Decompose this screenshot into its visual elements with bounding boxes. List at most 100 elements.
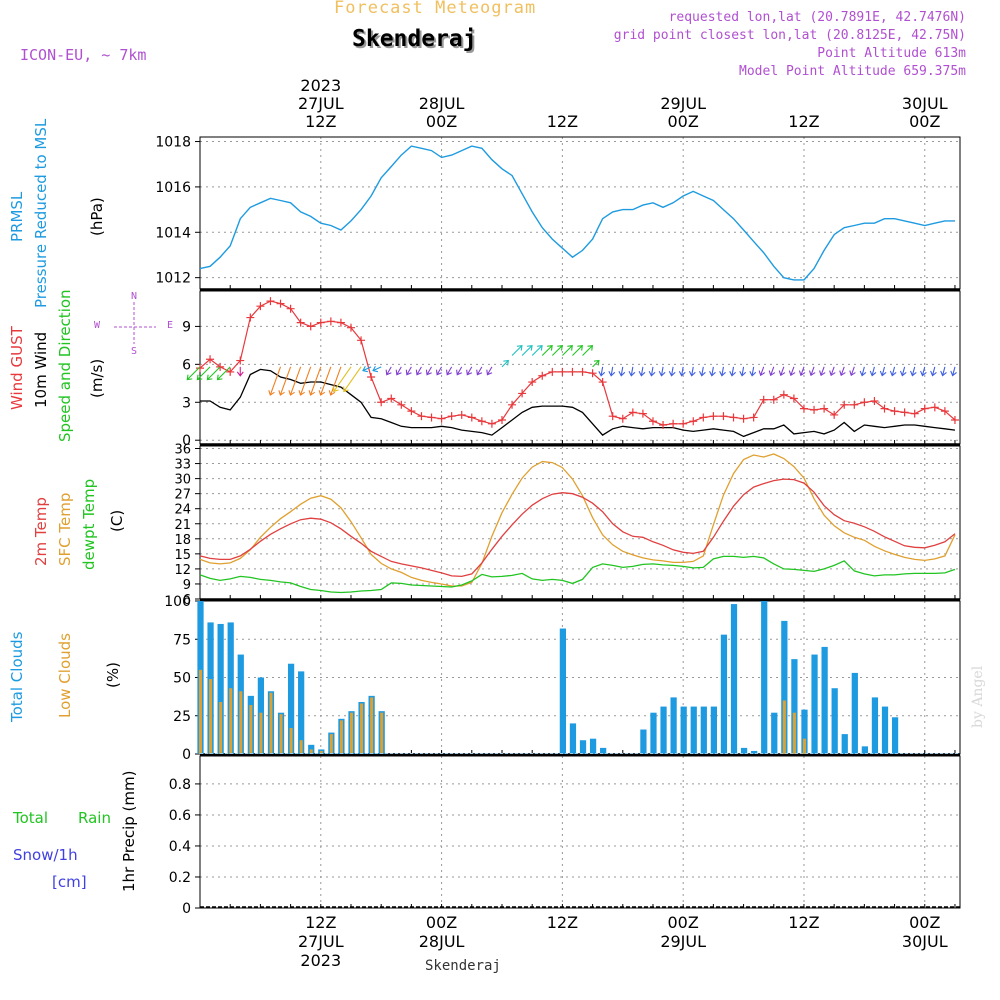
gust-point	[508, 400, 517, 409]
wind-direction-arrow	[638, 366, 646, 377]
wind-direction-arrow	[278, 366, 292, 396]
top-time-hour: 00Z	[426, 112, 457, 131]
low-cloud-bar	[339, 720, 343, 754]
wind-direction-arrow	[849, 366, 856, 377]
top-time-date: 29JUL	[660, 94, 706, 113]
low-cloud-bar	[370, 697, 374, 754]
total-cloud-bar	[841, 734, 848, 754]
y-tick-label: 12	[174, 563, 191, 578]
bottom-time-hour: 00Z	[909, 913, 940, 932]
top-time-date: 27JUL	[298, 94, 344, 113]
wind-direction-arrow	[196, 366, 211, 381]
gust-point	[749, 413, 758, 422]
panel-frame	[199, 755, 961, 909]
y-tick-label: 30	[174, 473, 191, 488]
wind-direction-arrow	[541, 344, 553, 356]
gust-point	[377, 398, 386, 407]
wind-direction-arrow	[268, 366, 282, 396]
gust-point	[236, 356, 245, 365]
wind-direction-arrow	[839, 366, 846, 377]
y-tick-label: 33	[174, 458, 191, 473]
gust-point	[336, 318, 345, 327]
gust-point	[648, 417, 657, 426]
wind-direction-arrow	[869, 366, 877, 377]
gust-point	[739, 414, 748, 423]
wind-direction-arrow	[501, 359, 509, 368]
wind-direction-arrow	[749, 366, 757, 377]
gust-point	[548, 367, 557, 376]
top-time-year: 2023	[300, 76, 341, 95]
y-tick-label: 25	[173, 709, 191, 725]
gust-point	[367, 372, 376, 381]
bottom-time-hour: 12Z	[547, 913, 578, 932]
total-cloud-bar	[680, 706, 687, 754]
gust-point	[659, 421, 668, 430]
wind-direction-arrow	[186, 366, 201, 381]
compass-rose	[114, 302, 156, 344]
wind-direction-arrow	[405, 366, 412, 376]
panel-frame	[199, 445, 961, 600]
gust-point	[286, 304, 295, 313]
low-cloud-bar	[360, 703, 364, 754]
gust-point	[880, 404, 889, 413]
gust-point	[810, 405, 819, 414]
gust-point	[326, 317, 335, 326]
bottom-time-hour: 12Z	[788, 913, 819, 932]
top-time-date: 30JUL	[902, 94, 948, 113]
compass-s: S	[131, 346, 138, 357]
station-name: Skenderaj	[352, 26, 477, 52]
top-time-hour: 12Z	[547, 112, 578, 131]
pressure-line	[199, 145, 955, 281]
low-cloud-bar	[239, 691, 243, 754]
low-cloud-bar	[299, 740, 303, 754]
total-cloud-bar	[660, 706, 667, 754]
y-tick-label: 0.4	[169, 839, 191, 855]
compass-w: W	[94, 320, 101, 331]
total-cloud-bar	[881, 706, 889, 754]
y-tick-label: 3	[182, 395, 191, 411]
low-cloud-bar	[309, 749, 313, 754]
total-cloud-bar	[791, 659, 798, 754]
wind-direction-arrow	[739, 366, 747, 377]
wind-direction-arrow	[318, 366, 332, 396]
wind-speed-line	[200, 368, 956, 438]
y-tick-label: 1018	[155, 135, 191, 151]
bottom-time-date: 30JUL	[902, 932, 948, 951]
low-cloud-bar	[380, 712, 384, 754]
total-cloud-bar	[831, 688, 838, 754]
wind-direction-arrow	[729, 366, 736, 377]
gust-point	[487, 419, 496, 428]
wind-direction-arrow	[435, 366, 443, 376]
y-tick-label: 0	[182, 433, 191, 449]
y-tick-label: 9	[183, 578, 191, 593]
gust-point	[357, 336, 366, 345]
y-tick-label: 0.8	[169, 777, 191, 793]
wind-direction-arrow	[328, 366, 342, 396]
gust-point	[669, 419, 678, 428]
low-cloud-bar	[249, 705, 253, 754]
wind-direction-arrow	[385, 366, 392, 376]
wind-direction-arrow	[879, 366, 887, 377]
wind-direction-arrow	[236, 366, 244, 377]
total-cloud-bar	[740, 747, 748, 754]
top-time-hour: 12Z	[788, 112, 819, 131]
wind-direction-arrow	[456, 366, 463, 376]
wind-direction-arrow	[425, 366, 432, 376]
gust-point	[346, 323, 355, 332]
low-cloud-bar	[209, 679, 213, 754]
y-tick-label: 9	[182, 319, 191, 335]
gust-point	[568, 367, 577, 376]
gust-point	[679, 419, 688, 428]
gust-point	[558, 367, 567, 376]
precip-total-label: Total	[13, 809, 49, 827]
total-cloud-bar	[781, 620, 788, 754]
wind-direction-arrow	[808, 366, 816, 377]
wind-direction-arrow	[343, 366, 362, 393]
gust-point	[830, 410, 839, 419]
gust-point	[789, 394, 798, 403]
y-tick-label: 1012	[155, 271, 191, 287]
low-cloud-bar	[279, 714, 283, 754]
wind-direction-arrow	[889, 366, 897, 377]
total-cloud-bar	[589, 738, 597, 754]
gust-point	[890, 407, 899, 416]
